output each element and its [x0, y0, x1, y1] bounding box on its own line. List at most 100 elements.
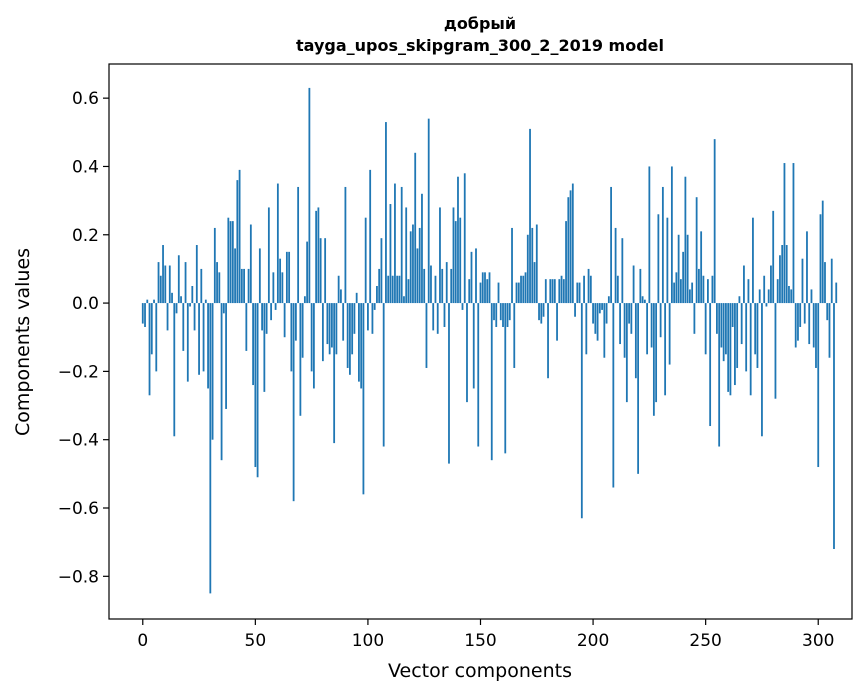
bar	[731, 303, 734, 327]
bar	[729, 303, 732, 396]
bar	[177, 255, 180, 304]
bar	[585, 303, 588, 355]
bar	[274, 303, 277, 310]
bar	[351, 303, 354, 355]
bar	[340, 289, 342, 304]
chart-title: добрый	[444, 14, 516, 33]
bar	[794, 303, 797, 348]
bar	[326, 303, 329, 345]
bar	[306, 241, 309, 304]
bar	[182, 303, 185, 351]
bar	[666, 217, 669, 304]
bar	[673, 282, 676, 304]
bar	[355, 292, 358, 304]
bar	[418, 227, 421, 304]
bar	[808, 303, 811, 345]
bar	[254, 303, 257, 468]
bar	[276, 183, 279, 304]
bar	[234, 248, 236, 304]
bar	[387, 275, 390, 304]
bar	[752, 217, 754, 304]
bar	[812, 303, 815, 348]
bar	[331, 303, 333, 348]
bar	[378, 268, 381, 304]
bar	[412, 224, 414, 304]
x-axis-ticks: 0 50 100 150 200 250 300	[137, 619, 834, 651]
bar	[774, 303, 777, 399]
bar	[272, 272, 275, 304]
x-tick-label: 0	[137, 631, 148, 651]
bar	[416, 248, 419, 304]
bar	[427, 118, 430, 304]
bar	[630, 303, 633, 334]
bar	[195, 245, 198, 304]
bars-group	[141, 87, 838, 594]
bar	[817, 303, 820, 468]
bar	[400, 186, 403, 304]
bar	[344, 186, 347, 304]
bar	[328, 303, 331, 355]
bar	[571, 183, 574, 304]
bar	[504, 303, 507, 454]
bar	[303, 296, 306, 304]
plot-frame	[108, 63, 853, 620]
bar	[290, 303, 293, 372]
bar	[488, 272, 491, 304]
bar	[157, 262, 160, 304]
bar	[533, 262, 536, 304]
bar	[551, 279, 554, 304]
bar	[711, 275, 714, 304]
bar	[261, 303, 263, 331]
bar	[213, 227, 216, 304]
bar	[376, 286, 378, 304]
bar	[252, 303, 254, 386]
bar	[747, 279, 750, 304]
bar	[704, 303, 707, 355]
bar	[342, 303, 345, 341]
bar	[486, 279, 489, 304]
bar	[141, 303, 144, 324]
y-tick-label: 0.4	[72, 157, 99, 177]
bar	[583, 275, 585, 304]
bar	[454, 221, 457, 304]
bar	[267, 207, 270, 304]
bar	[558, 279, 561, 304]
y-tick-label: 0.0	[72, 294, 99, 314]
bar	[463, 173, 466, 304]
bar	[601, 303, 603, 310]
bar	[144, 303, 146, 327]
bar	[180, 296, 182, 304]
bar	[175, 303, 178, 314]
bar	[373, 303, 376, 310]
bar	[587, 268, 590, 304]
bar	[511, 227, 513, 304]
bar	[405, 207, 408, 304]
bar	[576, 282, 579, 304]
bar	[574, 303, 576, 317]
bar	[398, 275, 401, 304]
bar	[148, 303, 151, 396]
bar	[716, 303, 718, 334]
bar	[281, 272, 284, 304]
bar	[632, 265, 635, 304]
bar	[765, 303, 768, 307]
bar	[466, 303, 468, 403]
bar	[229, 221, 232, 304]
bar	[335, 303, 338, 355]
bar	[247, 268, 250, 304]
bar	[391, 275, 394, 304]
bar	[436, 303, 439, 334]
bar	[691, 282, 694, 304]
bar	[472, 303, 475, 389]
bar	[781, 245, 784, 304]
bar	[240, 268, 243, 304]
bar	[544, 279, 547, 304]
bar	[249, 224, 252, 304]
y-axis-label: Components values	[12, 248, 34, 436]
bar	[432, 303, 435, 331]
bar	[594, 303, 597, 334]
bar	[549, 279, 552, 304]
bar	[193, 303, 196, 331]
bar	[725, 303, 727, 355]
